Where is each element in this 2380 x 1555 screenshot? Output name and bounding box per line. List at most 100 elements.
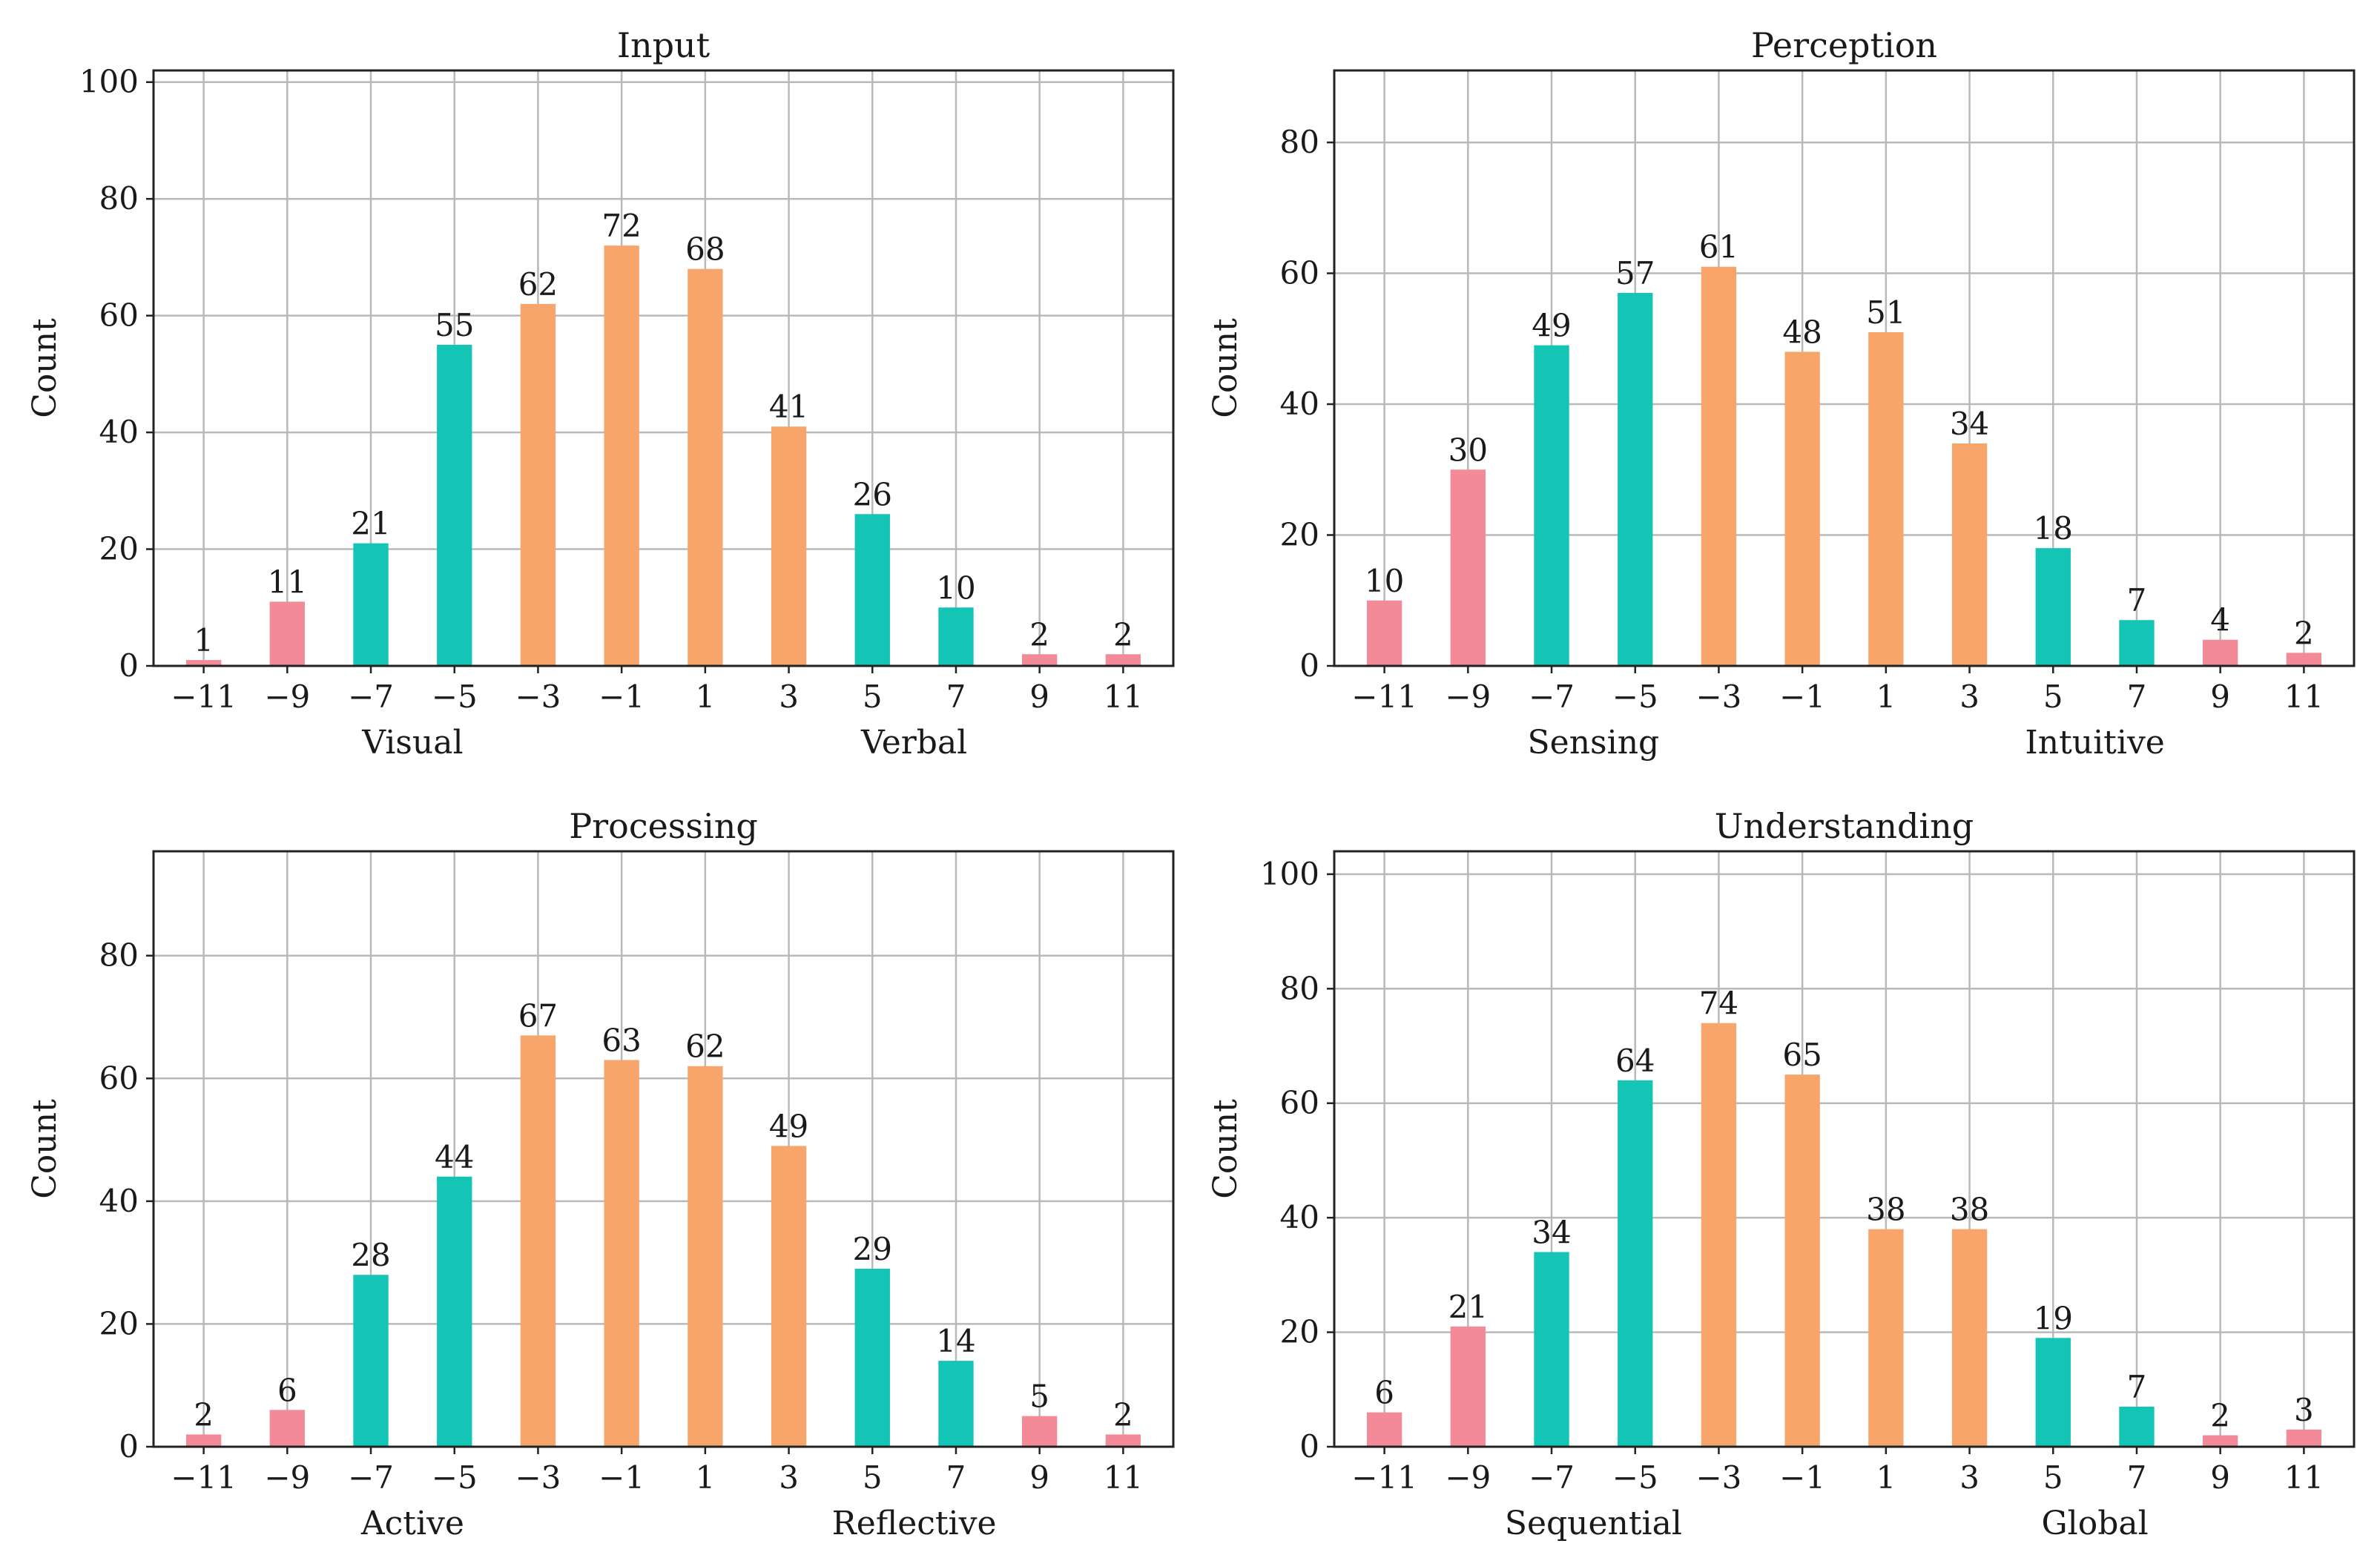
x-tick-label: 7 <box>2127 1459 2147 1496</box>
bar-−9 <box>1450 1326 1486 1447</box>
bar-value-label: 28 <box>351 1237 390 1273</box>
bar-−11 <box>1366 600 1402 666</box>
bar-value-label: 41 <box>769 389 808 425</box>
y-tick-label: 40 <box>1280 386 1319 422</box>
bar-value-label: 3 <box>2294 1392 2314 1428</box>
x-tick-label: 9 <box>2210 1459 2230 1496</box>
y-tick-label: 60 <box>99 297 139 334</box>
bar-value-label: 2 <box>2294 615 2314 651</box>
x-tick-label: −1 <box>1779 679 1825 715</box>
y-axis-label: Count <box>1207 1099 1245 1199</box>
bar-−9 <box>1450 469 1486 666</box>
bar-−3 <box>520 1035 556 1447</box>
y-tick-label: 60 <box>99 1060 139 1096</box>
bar-9 <box>2203 1435 2238 1447</box>
bar-1 <box>688 268 723 667</box>
bar-−11 <box>185 1434 222 1447</box>
x-tick-label: 1 <box>1876 1459 1896 1496</box>
x-tick-label: −11 <box>1351 679 1417 715</box>
y-axis-label: Count <box>1207 318 1245 418</box>
bar-value-label: 21 <box>351 506 390 542</box>
x-axis-right-label: Verbal <box>860 724 967 762</box>
bar-value-label: 5 <box>1029 1379 1049 1415</box>
bar-−7 <box>1534 1252 1569 1447</box>
x-axis-left-label: Sensing <box>1528 724 1660 762</box>
x-tick-label: −5 <box>1612 679 1658 715</box>
bar-value-label: 67 <box>518 997 558 1034</box>
x-axis-right-label: Global <box>2042 1505 2149 1542</box>
bar-value-label: 38 <box>1950 1192 1989 1228</box>
x-axis-left-label: Visual <box>361 724 463 762</box>
x-tick-label: 9 <box>2210 679 2230 715</box>
bar-value-label: 14 <box>936 1323 975 1359</box>
x-tick-label: 3 <box>1959 1459 1980 1496</box>
bar-value-label: 4 <box>2210 602 2230 638</box>
bar-value-label: 2 <box>194 1396 214 1433</box>
x-axis-right-label: Reflective <box>832 1505 997 1542</box>
y-tick-label: 0 <box>1299 647 1319 684</box>
y-tick-label: 40 <box>1280 1199 1319 1235</box>
bar-−5 <box>1618 1080 1653 1447</box>
x-tick-label: 5 <box>863 679 883 715</box>
bar-value-label: 11 <box>268 564 307 600</box>
y-tick-label: 40 <box>99 414 139 450</box>
bar-value-label: 34 <box>1532 1214 1571 1250</box>
chart-title: Input <box>617 25 711 65</box>
y-tick-label: 0 <box>1299 1428 1319 1465</box>
bar-value-label: 2 <box>1113 616 1133 653</box>
chart-title: Perception <box>1751 25 1937 65</box>
x-tick-label: −5 <box>1612 1459 1658 1496</box>
bar-11 <box>2286 1429 2322 1447</box>
bar-value-label: 6 <box>1374 1375 1394 1411</box>
bar-−1 <box>1784 1074 1820 1447</box>
y-tick-label: 80 <box>1280 970 1319 1006</box>
bar-value-label: 74 <box>1699 986 1738 1022</box>
x-tick-label: 5 <box>863 1459 883 1496</box>
bar-7 <box>2119 1406 2155 1447</box>
bar-3 <box>771 1146 807 1447</box>
bar-5 <box>2035 1338 2071 1447</box>
x-tick-label: −11 <box>171 679 237 715</box>
bar-−3 <box>1701 266 1737 666</box>
x-tick-label: −7 <box>1529 1459 1575 1496</box>
x-tick-label: 5 <box>2043 679 2063 715</box>
bar-1 <box>688 1066 723 1447</box>
x-tick-label: 7 <box>946 1459 966 1496</box>
y-tick-label: 0 <box>119 1428 139 1465</box>
y-tick-label: 40 <box>99 1183 139 1219</box>
x-tick-label: 11 <box>1104 679 1143 715</box>
bar-value-label: 38 <box>1866 1192 1905 1228</box>
bar-1 <box>1868 331 1904 666</box>
bar-value-label: 49 <box>1532 308 1571 344</box>
bar-value-label: 68 <box>685 231 725 268</box>
y-tick-label: 80 <box>1280 124 1319 160</box>
bar-value-label: 64 <box>1615 1043 1655 1079</box>
bar-value-label: 29 <box>853 1231 892 1267</box>
x-tick-label: 3 <box>1959 679 1980 715</box>
bar-value-label: 61 <box>1699 229 1738 265</box>
plot-frame <box>1333 850 2356 1448</box>
bar-5 <box>854 1268 890 1447</box>
bar-value-label: 7 <box>2127 1369 2147 1405</box>
y-tick-label: 100 <box>79 64 139 100</box>
x-tick-label: 7 <box>946 679 966 715</box>
bar-value-label: 55 <box>435 307 474 343</box>
x-tick-label: −3 <box>515 1459 561 1496</box>
plot-frame <box>1333 69 2356 667</box>
x-tick-label: 1 <box>695 1459 715 1496</box>
y-axis-label: Count <box>26 318 64 418</box>
bar-−7 <box>353 543 389 666</box>
bar-value-label: 10 <box>936 569 975 606</box>
bar-5 <box>854 514 890 666</box>
bar-value-label: 62 <box>685 1029 725 1065</box>
x-axis-left-label: Active <box>360 1505 464 1542</box>
bar-3 <box>1951 1229 1988 1447</box>
bar-value-label: 7 <box>2127 582 2147 618</box>
x-tick-label: −9 <box>1445 1459 1491 1496</box>
bar-value-label: 2 <box>2210 1398 2230 1434</box>
x-tick-label: −3 <box>1695 679 1741 715</box>
x-tick-label: 9 <box>1029 679 1049 715</box>
bar-−7 <box>353 1275 389 1447</box>
bar-value-label: 6 <box>277 1372 297 1408</box>
